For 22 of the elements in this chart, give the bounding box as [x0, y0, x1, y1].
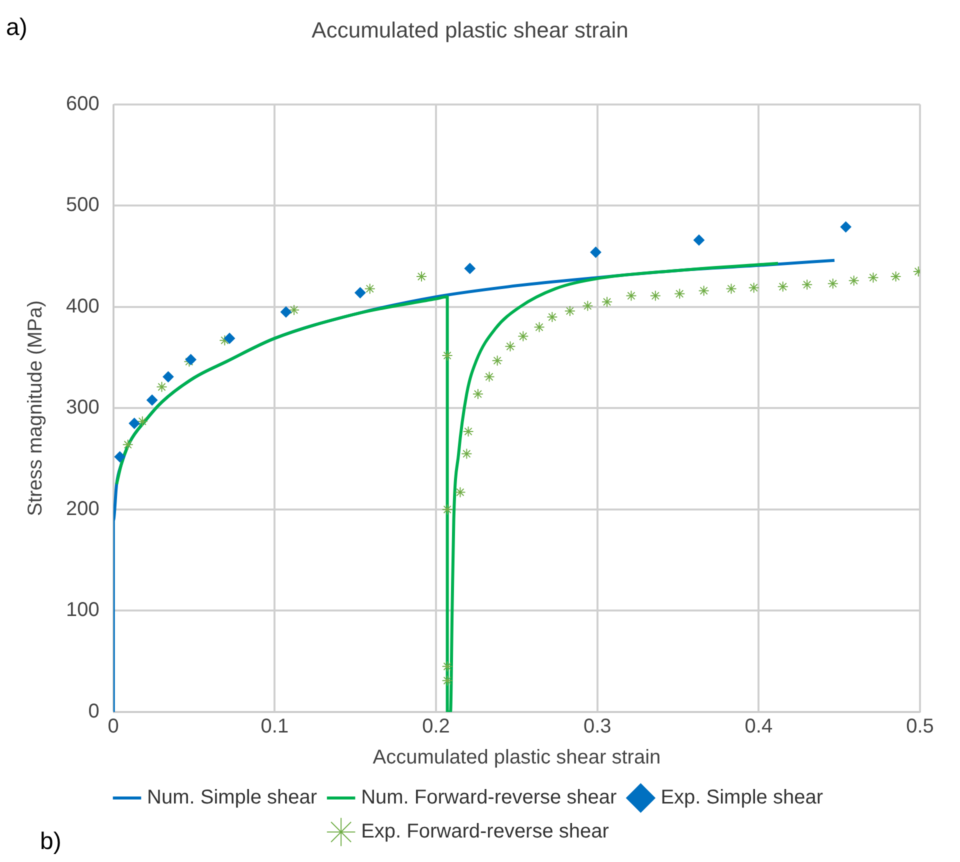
y-tick-label: 400	[66, 295, 100, 318]
x-tick-label: 0.5	[906, 716, 934, 738]
legend-label: Num. Simple shear	[147, 786, 318, 809]
x-tick-label: 0.3	[583, 716, 612, 738]
x-tick-label: 0.1	[260, 716, 289, 738]
text: b)	[40, 828, 62, 856]
y-tick-label: 300	[66, 396, 100, 419]
text: a)	[6, 14, 28, 42]
legend-label: Num. Forward-reverse shear	[361, 786, 618, 809]
x-tick-label: 0.4	[744, 716, 773, 738]
y-axis-title: Stress magnitude (MPa)	[24, 300, 47, 516]
legend-label: Exp. Simple shear	[660, 786, 824, 809]
x-tick-label: 0.2	[422, 716, 450, 738]
y-tick-label: 200	[66, 498, 100, 520]
y-tick-label: 500	[66, 194, 100, 216]
x-axis-title: Accumulated plastic shear strain	[372, 746, 661, 769]
y-tick-label: 100	[66, 599, 100, 622]
legend-label: Exp. Forward-reverse shear	[361, 820, 610, 843]
chart-title: Accumulated plastic shear strain	[312, 17, 628, 42]
x-tick-label: 0	[108, 716, 119, 738]
y-tick-label: 0	[88, 700, 100, 723]
y-tick-label: 600	[66, 92, 100, 115]
